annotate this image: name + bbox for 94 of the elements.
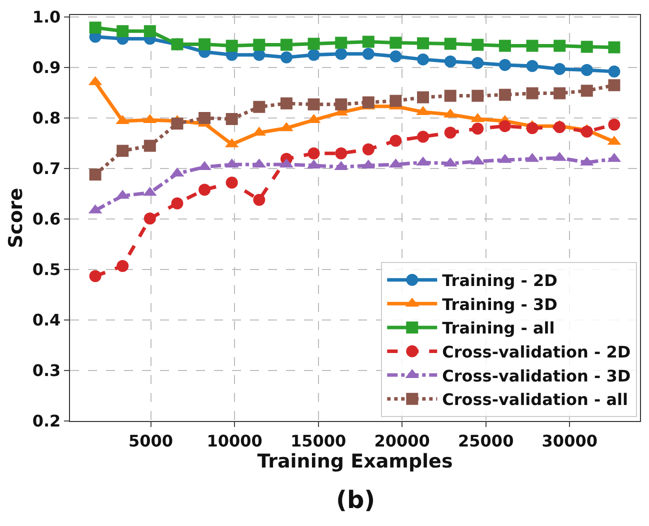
point xyxy=(472,122,484,135)
x-tick-label: 15000 xyxy=(290,431,346,450)
point xyxy=(253,100,266,113)
point xyxy=(608,66,620,78)
point xyxy=(89,22,102,34)
point xyxy=(390,94,402,107)
point xyxy=(362,143,374,156)
point xyxy=(171,197,184,210)
point xyxy=(362,36,374,48)
point xyxy=(554,121,566,134)
point xyxy=(526,40,538,52)
y-tick-label: 0.3 xyxy=(32,361,61,380)
point xyxy=(198,38,211,50)
x-tick-label: 25000 xyxy=(458,431,514,450)
point xyxy=(580,40,593,53)
legend-label: Cross-validation - 3D xyxy=(442,366,631,386)
point xyxy=(554,87,566,100)
point xyxy=(308,147,320,160)
point xyxy=(526,60,538,72)
point xyxy=(498,40,511,52)
point xyxy=(144,212,156,224)
point xyxy=(171,118,184,130)
point xyxy=(444,55,456,68)
point xyxy=(580,84,593,97)
point xyxy=(390,36,402,49)
point xyxy=(280,51,292,64)
point xyxy=(89,168,102,181)
x-tick-label: 30000 xyxy=(542,431,598,450)
x-tick-label: 5000 xyxy=(128,431,174,450)
point xyxy=(580,126,593,138)
point xyxy=(335,48,348,60)
legend-label: Training - 3D xyxy=(442,294,558,314)
x-tick-label: 20000 xyxy=(374,431,430,450)
point xyxy=(444,126,456,139)
point xyxy=(526,122,538,134)
y-tick-label: 0.4 xyxy=(32,310,61,330)
legend-label: Cross-validation - all xyxy=(442,390,628,410)
y-tick-label: 0.9 xyxy=(32,58,61,78)
point xyxy=(472,56,484,69)
point xyxy=(335,147,348,160)
x-axis-title: Training Examples xyxy=(257,450,453,472)
point xyxy=(554,63,566,76)
point xyxy=(472,38,484,51)
point xyxy=(335,36,348,49)
point xyxy=(226,40,238,52)
point xyxy=(116,25,129,38)
legend-label: Training - all xyxy=(442,318,555,338)
point xyxy=(498,120,511,132)
x-tick-label: 10000 xyxy=(206,431,262,450)
point xyxy=(335,98,348,110)
point xyxy=(498,58,511,71)
point xyxy=(472,90,484,102)
point xyxy=(417,130,430,143)
y-tick-label: 0.6 xyxy=(32,210,61,229)
point xyxy=(280,38,292,51)
point xyxy=(226,176,238,189)
y-tick-label: 0.8 xyxy=(32,108,61,128)
point xyxy=(608,41,620,54)
point xyxy=(116,144,129,157)
point xyxy=(390,134,402,147)
point xyxy=(526,87,538,100)
point xyxy=(608,118,620,131)
y-tick-label: 0.7 xyxy=(32,159,61,178)
text: (b) xyxy=(336,486,376,514)
legend-label: Training - 2D xyxy=(442,271,558,290)
point xyxy=(608,79,620,92)
point xyxy=(144,140,156,152)
y-tick-label: 0.2 xyxy=(32,412,61,431)
point xyxy=(498,88,511,101)
point xyxy=(198,184,211,196)
y-tick-label: 1.0 xyxy=(32,8,61,27)
point xyxy=(444,90,456,102)
point xyxy=(362,96,374,108)
point xyxy=(308,38,320,50)
point xyxy=(308,48,320,61)
point xyxy=(580,64,593,76)
point xyxy=(226,113,238,126)
point xyxy=(417,91,430,104)
point xyxy=(417,53,430,66)
point xyxy=(308,98,320,110)
point xyxy=(417,37,430,50)
point xyxy=(362,48,374,60)
point xyxy=(253,194,266,206)
y-tick-label: 0.5 xyxy=(32,260,61,280)
point xyxy=(444,38,456,50)
point xyxy=(144,25,156,38)
point xyxy=(554,40,566,52)
point xyxy=(253,38,266,51)
legend-label: Cross-validation - 2D xyxy=(442,342,631,362)
point xyxy=(390,50,402,62)
point xyxy=(116,260,129,272)
point xyxy=(280,97,292,110)
y-axis-title: Score xyxy=(5,188,28,248)
point xyxy=(198,112,211,124)
